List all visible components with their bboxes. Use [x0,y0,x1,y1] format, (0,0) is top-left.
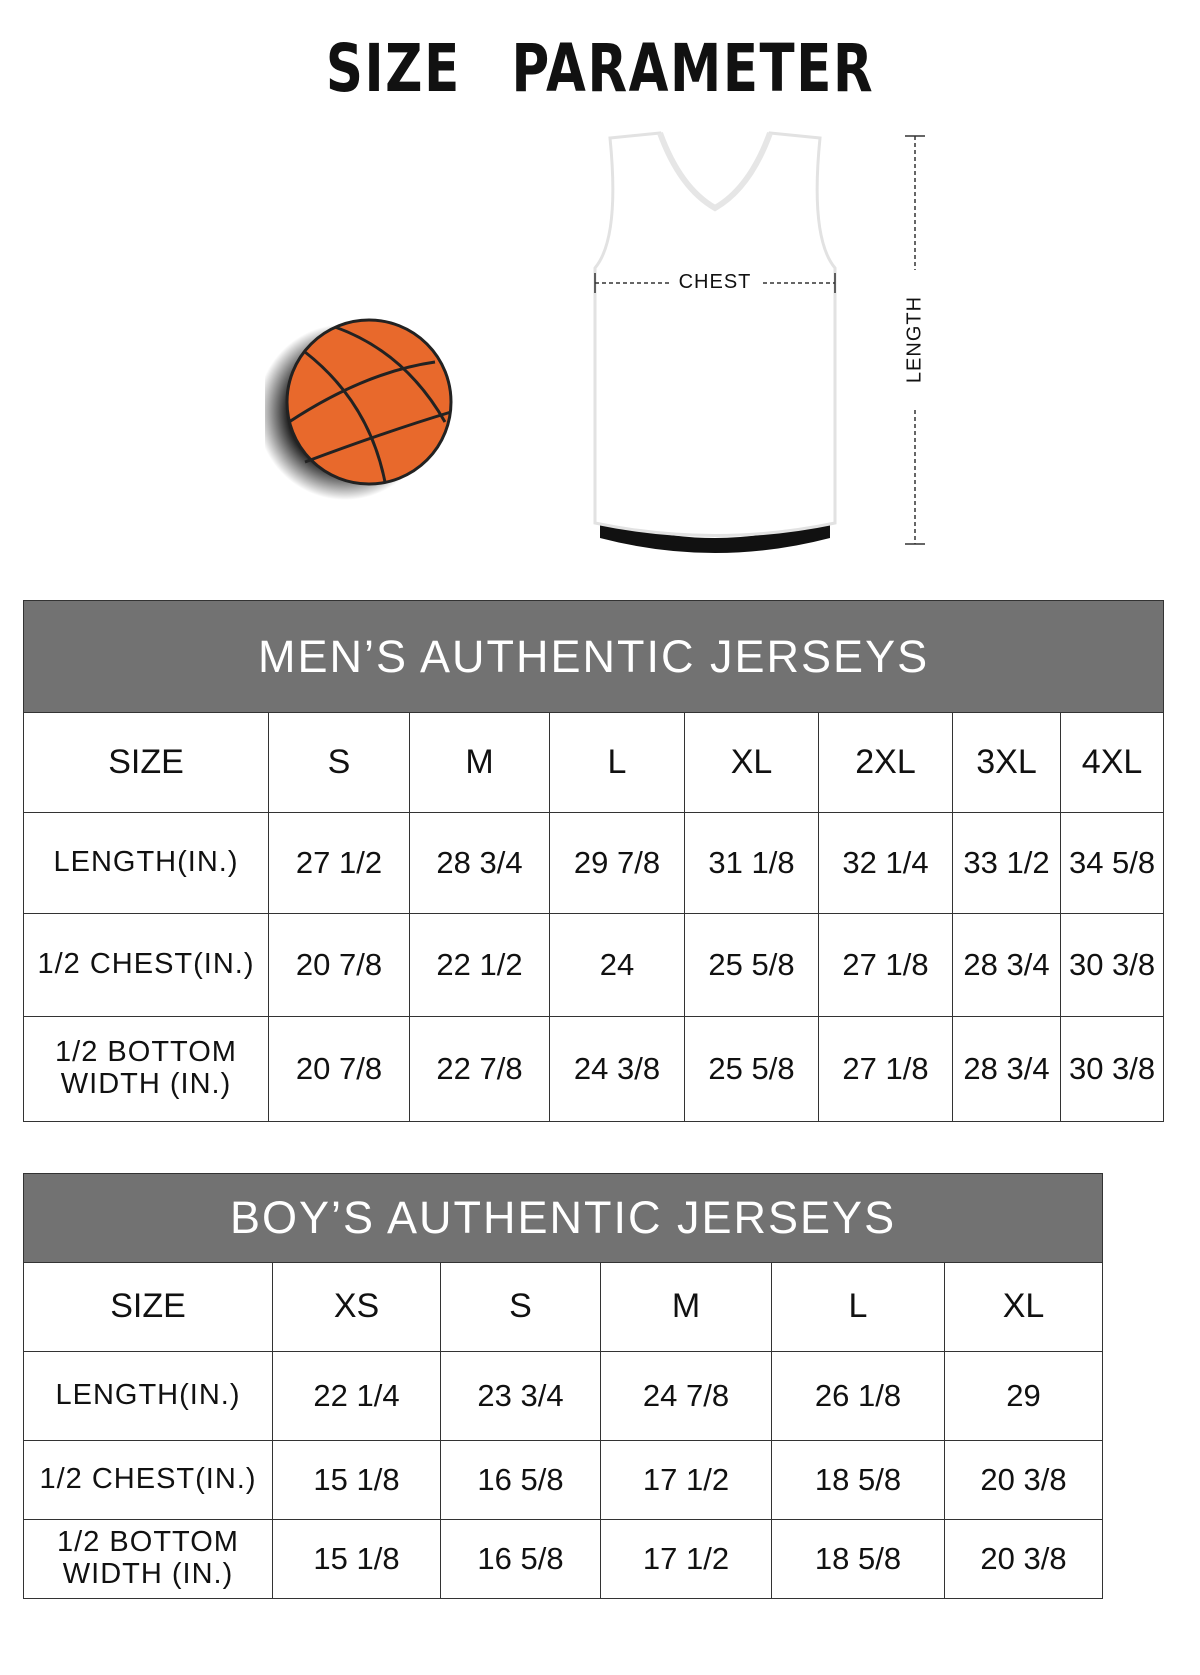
table-cell: 34 5/8 [1059,812,1165,914]
row-label: 1/2 CHEST(IN.) [23,913,269,1017]
table-cell: 24 7/8 [600,1351,772,1441]
table-cell: 20 3/8 [943,1440,1104,1520]
table-cell: 31 1/8 [684,812,819,914]
boys-size-table: BOY’S AUTHENTIC JERSEYS SIZE XS S M L XL… [22,1173,1104,1599]
column-header: 4XL [1059,712,1165,813]
header-row: SIZE S M L XL 2XL 3XL 4XL [23,712,1165,813]
table-cell: 25 5/8 [684,1016,819,1122]
length-label: LENGTH [903,295,926,384]
table-cell: 33 1/2 [952,812,1061,914]
column-header: SIZE [23,1262,273,1352]
length-indicator: LENGTH [895,130,935,550]
table-row: LENGTH(IN.) 27 1/2 28 3/4 29 7/8 31 1/8 … [23,812,1165,914]
table-cell: 16 5/8 [440,1440,601,1520]
column-header: M [600,1262,772,1352]
header-row: SIZE XS S M L XL [23,1262,1104,1352]
column-header: 3XL [952,712,1061,813]
boys-table-heading: BOY’S AUTHENTIC JERSEYS [22,1173,1104,1263]
jersey-illustration: CHEST [580,128,850,568]
table-cell: 27 1/8 [818,1016,953,1122]
table-cell: 30 3/8 [1059,1016,1165,1122]
table-cell: 22 1/2 [409,913,550,1017]
table-cell: 24 3/8 [549,1016,685,1122]
column-header: XL [943,1262,1104,1352]
row-label: 1/2 BOTTOM WIDTH (IN.) [23,1519,273,1599]
column-header: SIZE [23,712,269,813]
page-title: SIZE PARAMETER [325,30,875,107]
table-row: 1/2 BOTTOM WIDTH (IN.) 15 1/8 16 5/8 17 … [23,1519,1104,1599]
column-header: XS [272,1262,441,1352]
table-cell: 27 1/8 [818,913,953,1017]
table-cell: 15 1/8 [272,1440,441,1520]
table-cell: 17 1/2 [600,1440,772,1520]
table-cell: 20 3/8 [943,1519,1104,1599]
table-cell: 15 1/8 [272,1519,441,1599]
table-cell: 30 3/8 [1059,913,1165,1017]
column-header: 2XL [818,712,953,813]
table-cell: 29 7/8 [549,812,685,914]
column-header: S [268,712,410,813]
table-cell: 28 3/4 [952,1016,1061,1122]
table-cell: 16 5/8 [440,1519,601,1599]
mens-table-heading: MEN’S AUTHENTIC JERSEYS [22,600,1165,713]
table-cell: 24 [549,913,685,1017]
table-cell: 32 1/4 [818,812,953,914]
table-cell: 22 7/8 [409,1016,550,1122]
table-cell: 26 1/8 [771,1351,945,1441]
table-cell: 17 1/2 [600,1519,772,1599]
table-row: LENGTH(IN.) 22 1/4 23 3/4 24 7/8 26 1/8 … [23,1351,1104,1441]
column-header: S [440,1262,601,1352]
row-label: LENGTH(IN.) [23,1351,273,1441]
row-label: 1/2 BOTTOM WIDTH (IN.) [23,1016,269,1122]
table-row: 1/2 BOTTOM WIDTH (IN.) 20 7/8 22 7/8 24 … [23,1016,1165,1122]
table-cell: 18 5/8 [771,1440,945,1520]
table-cell: 23 3/4 [440,1351,601,1441]
table-cell: 20 7/8 [268,1016,410,1122]
row-label: LENGTH(IN.) [23,812,269,914]
table-cell: 28 3/4 [409,812,550,914]
column-header: M [409,712,550,813]
column-header: L [549,712,685,813]
chest-label: CHEST [678,271,752,293]
table-cell: 18 5/8 [771,1519,945,1599]
column-header: L [771,1262,945,1352]
table-cell: 27 1/2 [268,812,410,914]
table-cell: 29 [943,1351,1104,1441]
table-row: 1/2 CHEST(IN.) 15 1/8 16 5/8 17 1/2 18 5… [23,1440,1104,1520]
column-header: XL [684,712,819,813]
row-label: 1/2 CHEST(IN.) [23,1440,273,1520]
mens-size-table: MEN’S AUTHENTIC JERSEYS SIZE S M L XL 2X… [22,600,1165,1122]
table-cell: 28 3/4 [952,913,1061,1017]
table-cell: 25 5/8 [684,913,819,1017]
table-row: 1/2 CHEST(IN.) 20 7/8 22 1/2 24 25 5/8 2… [23,913,1165,1017]
basketball-icon [265,318,453,500]
table-cell: 22 1/4 [272,1351,441,1441]
table-cell: 20 7/8 [268,913,410,1017]
